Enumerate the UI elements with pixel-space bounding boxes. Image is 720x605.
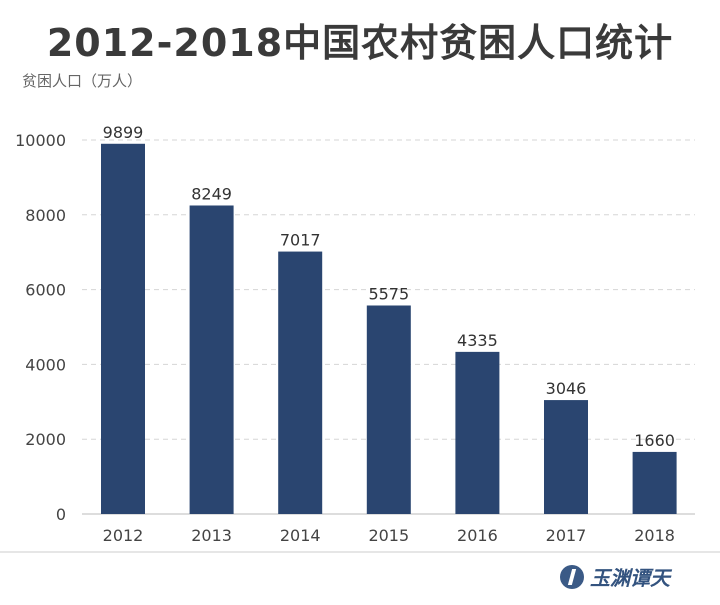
chart-title: 2012-2018中国农村贫困人口统计 xyxy=(46,21,674,65)
data-label: 9899 xyxy=(103,123,144,142)
bar xyxy=(632,451,677,514)
y-tick-label: 8000 xyxy=(25,206,66,225)
x-tick-label: 2017 xyxy=(546,526,587,545)
data-label: 4335 xyxy=(457,331,498,350)
y-tick-label: 2000 xyxy=(25,430,66,449)
y-axis-label: 贫困人口（万人） xyxy=(22,72,143,90)
logo-icon xyxy=(560,564,584,589)
data-label: 3046 xyxy=(546,379,587,398)
bar xyxy=(544,400,588,514)
data-label: 5575 xyxy=(368,284,409,303)
x-tick-label: 2016 xyxy=(457,526,498,545)
bar xyxy=(101,143,145,514)
watermark-logo: 玉渊谭天 xyxy=(560,562,670,591)
data-label: 8249 xyxy=(191,184,232,203)
x-tick-label: 2013 xyxy=(191,526,232,545)
x-tick-label: 2014 xyxy=(280,526,321,545)
data-label: 1660 xyxy=(634,431,675,450)
x-tick-label: 2018 xyxy=(634,526,675,545)
bar xyxy=(278,251,323,514)
y-tick-label: 6000 xyxy=(25,281,66,300)
data-label: 7017 xyxy=(280,231,321,250)
x-tick-label: 2015 xyxy=(368,526,409,545)
bar xyxy=(366,305,411,514)
logo-text: 玉渊谭天 xyxy=(590,566,670,590)
y-tick-label: 0 xyxy=(56,505,66,524)
y-tick-label: 4000 xyxy=(25,355,66,374)
bar xyxy=(189,205,234,514)
x-tick-label: 2012 xyxy=(103,526,144,545)
bar xyxy=(455,351,500,514)
y-tick-label: 10000 xyxy=(15,131,66,150)
